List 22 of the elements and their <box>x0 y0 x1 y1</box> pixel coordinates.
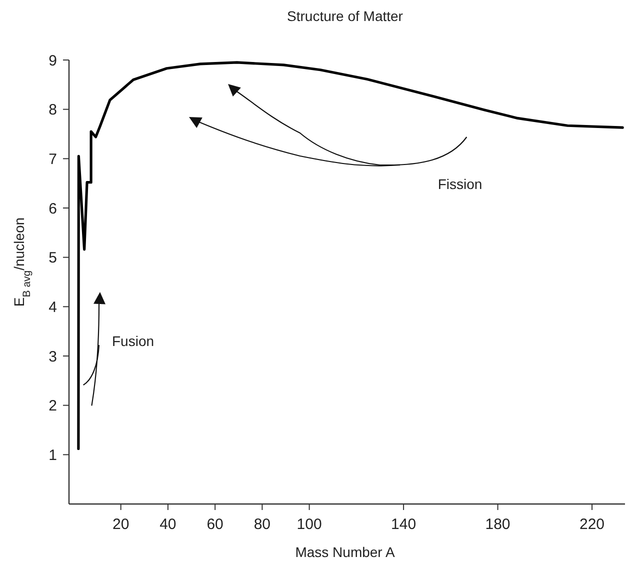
x-tick-label: 20 <box>112 516 130 533</box>
x-tick-label: 140 <box>391 516 416 533</box>
chart-title: Structure of Matter <box>287 8 404 24</box>
y-tick-label: 4 <box>48 298 57 316</box>
y-tick-label: 3 <box>48 348 57 366</box>
x-tick-label: 220 <box>580 516 605 533</box>
y-tick-label: 8 <box>48 102 57 119</box>
y-tick-label: 2 <box>48 398 57 415</box>
x-axis-title: Mass Number A <box>295 544 396 560</box>
x-tick-label: 40 <box>160 516 176 533</box>
y-tick-label: 1 <box>48 446 57 464</box>
x-tick-label: 80 <box>254 516 271 533</box>
y-tick-label: 6 <box>48 200 57 218</box>
line-series <box>77 61 624 450</box>
annotation: Fusion <box>112 333 154 349</box>
y-tick-label: 5 <box>48 250 57 267</box>
x-tick-label: 100 <box>296 516 322 533</box>
y-tick-label: 9 <box>48 52 57 70</box>
annotation: Fission <box>438 176 482 192</box>
y-tick-label: 7 <box>48 150 57 168</box>
x-tick-label: 60 <box>206 516 224 533</box>
x-tick-label: 180 <box>485 516 510 533</box>
